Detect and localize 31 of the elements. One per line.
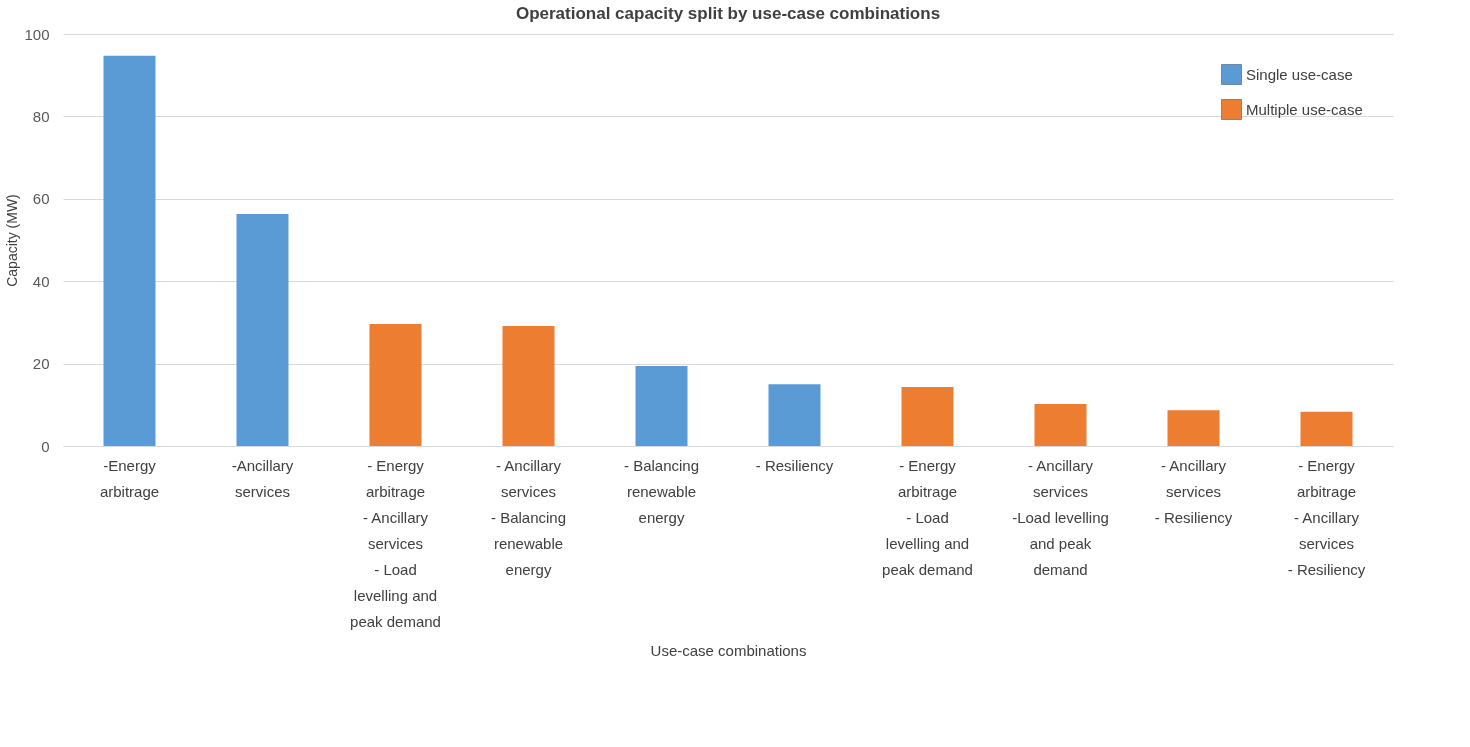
y-tick-label: 80 <box>32 107 50 125</box>
x-tick-label: - Balancing renewable energy <box>623 456 700 526</box>
bar <box>103 55 156 446</box>
x-tick-label: -Ancillary services <box>231 456 294 500</box>
y-tick-label: 0 <box>41 437 50 455</box>
x-tick-label: - Resiliency <box>755 456 834 474</box>
x-axis-title: Use-case combinations <box>650 641 807 659</box>
y-tick-label: 40 <box>32 272 50 290</box>
x-tick-label: - Energy arbitrage - Ancillary services - Load levelling and peak demand <box>350 456 441 630</box>
bar <box>901 387 954 446</box>
y-tick-label: 60 <box>32 190 50 208</box>
y-tick-label: 20 <box>32 355 50 373</box>
legend-label: Single use-case <box>1246 65 1353 83</box>
bar <box>1167 410 1220 446</box>
x-tick-label: - Ancillary services - Balancing renewable energy <box>490 456 567 578</box>
x-tick-label: - Ancillary services - Resiliency <box>1154 456 1233 526</box>
x-tick-label: - Energy arbitrage - Ancillary services - Resiliency <box>1287 456 1366 578</box>
bar <box>768 384 821 446</box>
x-tick-label: -Energy arbitrage <box>99 456 160 500</box>
bar <box>369 324 422 446</box>
y-tick-label: 100 <box>24 25 50 43</box>
legend-label: Multiple use-case <box>1246 100 1363 118</box>
chart-title: Operational capacity split by use-case combinations <box>515 4 941 23</box>
bar <box>502 326 555 446</box>
bar <box>1300 411 1353 446</box>
bar <box>236 214 289 446</box>
y-axis-title: Capacity (MW) <box>4 194 21 287</box>
bar <box>635 366 688 446</box>
bar <box>1034 403 1087 446</box>
x-tick-label: - Energy arbitrage - Load levelling and peak demand <box>882 456 973 578</box>
x-tick-label: - Ancillary services -Load levelling and peak demand <box>1012 456 1109 578</box>
